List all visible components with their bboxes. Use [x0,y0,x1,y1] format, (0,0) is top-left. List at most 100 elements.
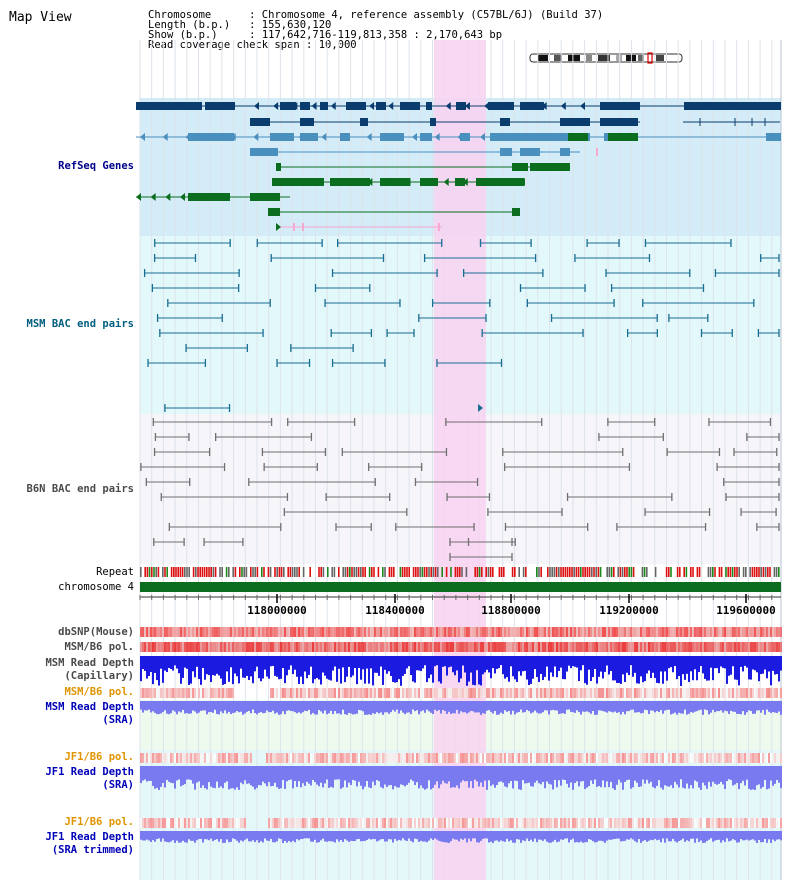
jf1-trimmed-depth [428,831,430,841]
jf1-pol-heat [332,753,334,763]
track-label-jf1-depth-sra[interactable]: JF1 Read Depth (SRA) [45,766,134,791]
dbsnp-heat [510,627,512,637]
jf1-pol2-heat [534,818,536,828]
jf1-pol2-heat [708,818,710,828]
msm-capillary-depth [728,656,730,676]
jf1-sra-depth [412,766,414,782]
track-label-msm-depth-sra[interactable]: MSM Read Depth (SRA) [45,701,134,726]
jf1-pol2-heat [320,818,322,828]
msm-sra-depth [414,701,416,712]
msm-sra-depth [278,701,280,715]
msm-capillary-depth [224,656,226,684]
track-label-refseq[interactable]: RefSeq Genes [58,160,134,172]
msm-pol-heat [696,642,698,652]
dbsnp-heat [456,627,458,637]
track-label-msm-depth-capillary[interactable]: MSM Read Depth (Capillary) [45,657,134,682]
msm-pol2-heat [566,688,568,698]
dbsnp-heat [504,627,506,637]
msm-sra-depth [296,701,298,714]
track-label-msm-pol[interactable]: MSM/B6 pol. [64,641,134,653]
jf1-trimmed-depth [724,831,726,842]
jf1-trimmed-depth [608,831,610,840]
track-label-jf1-depth-trimmed[interactable]: JF1 Read Depth (SRA trimmed) [45,831,134,856]
jf1-sra-depth [240,766,242,783]
dbsnp-heat [370,627,372,637]
msm-pol2-heat [692,688,694,698]
msm-capillary-depth [414,656,416,683]
jf1-sra-depth [434,766,436,785]
jf1-pol-heat [648,753,650,763]
track-label-b6n-bac[interactable]: B6N BAC end pairs [26,483,134,495]
jf1-pol2-heat [140,818,142,828]
jf1-pol-heat [490,753,492,763]
jf1-sra-depth [228,766,230,790]
dbsnp-heat [596,627,598,637]
jf1-sra-depth [200,766,202,788]
jf1-trimmed-depth [146,831,148,840]
msm-pol-heat [314,642,316,652]
msm-sra-depth [640,701,642,714]
track-label-chromosome[interactable]: chromosome 4 [58,581,134,593]
chromosome-ideogram[interactable] [528,52,688,64]
jf1-sra-depth [454,766,456,788]
msm-pol-heat [540,642,542,652]
msm-pol-heat [232,642,234,652]
jf1-trimmed-depth [704,831,706,843]
track-label-dbsnp[interactable]: dbSNP(Mouse) [58,626,134,638]
jf1-pol2-heat [720,818,722,828]
msm-pol2-heat [454,688,456,698]
jf1-pol-heat [414,753,416,763]
jf1-pol2-heat [190,818,192,828]
jf1-trimmed-depth [756,831,758,843]
repeat-mark [555,567,558,577]
dbsnp-heat [292,627,294,637]
msm-capillary-depth [388,656,390,672]
dbsnp-heat [226,627,228,637]
msm-sra-depth [588,701,590,713]
track-label-msm-bac[interactable]: MSM BAC end pairs [26,318,134,330]
msm-pol2-heat [590,688,592,698]
msm-pol-heat [604,642,606,652]
jf1-pol-heat [178,753,180,763]
msm-sra-depth [656,701,658,712]
msm-pol-heat [386,642,388,652]
msm-pol2-heat [592,688,594,698]
msm-sra-depth [672,701,674,714]
msm-pol-heat [504,642,506,652]
msm-capillary-depth [202,656,204,669]
msm-pol2-heat [756,688,758,698]
jf1-pol-heat [348,753,350,763]
jf1-sra-depth [666,766,668,787]
jf1-pol2-heat [508,818,510,828]
refseq-exon [456,102,466,110]
jf1-sra-depth [688,766,690,789]
msm-pol2-heat [772,688,774,698]
dbsnp-heat [662,627,664,637]
dbsnp-heat [580,627,582,637]
msm-capillary-depth [400,656,402,686]
track-label-repeat[interactable]: Repeat [96,566,134,578]
dbsnp-heat [560,627,562,637]
jf1-sra-depth [574,766,576,784]
dbsnp-heat [774,627,776,637]
msm-pol-heat [652,642,654,652]
msm-sra-depth [558,701,560,714]
msm-pol2-heat [614,688,616,698]
msm-sra-depth [158,701,160,715]
msm-pol2-heat [560,688,562,698]
jf1-pol2-heat [548,818,550,828]
jf1-pol2-heat [484,818,486,828]
msm-sra-depth [176,701,178,715]
jf1-sra-depth [702,766,704,783]
msm-sra-depth [680,701,682,714]
track-label-msm-pol-2[interactable]: MSM/B6 pol. [64,686,134,698]
dbsnp-heat [538,627,540,637]
msm-sra-depth [198,701,200,713]
jf1-pol-heat [560,753,562,763]
repeat-mark [296,567,298,577]
jf1-pol-heat [734,753,736,763]
jf1-trimmed-depth [412,831,414,843]
track-label-jf1-pol[interactable]: JF1/B6 pol. [64,751,134,763]
msm-pol-heat [616,642,618,652]
track-label-jf1-pol-2[interactable]: JF1/B6 pol. [64,816,134,828]
